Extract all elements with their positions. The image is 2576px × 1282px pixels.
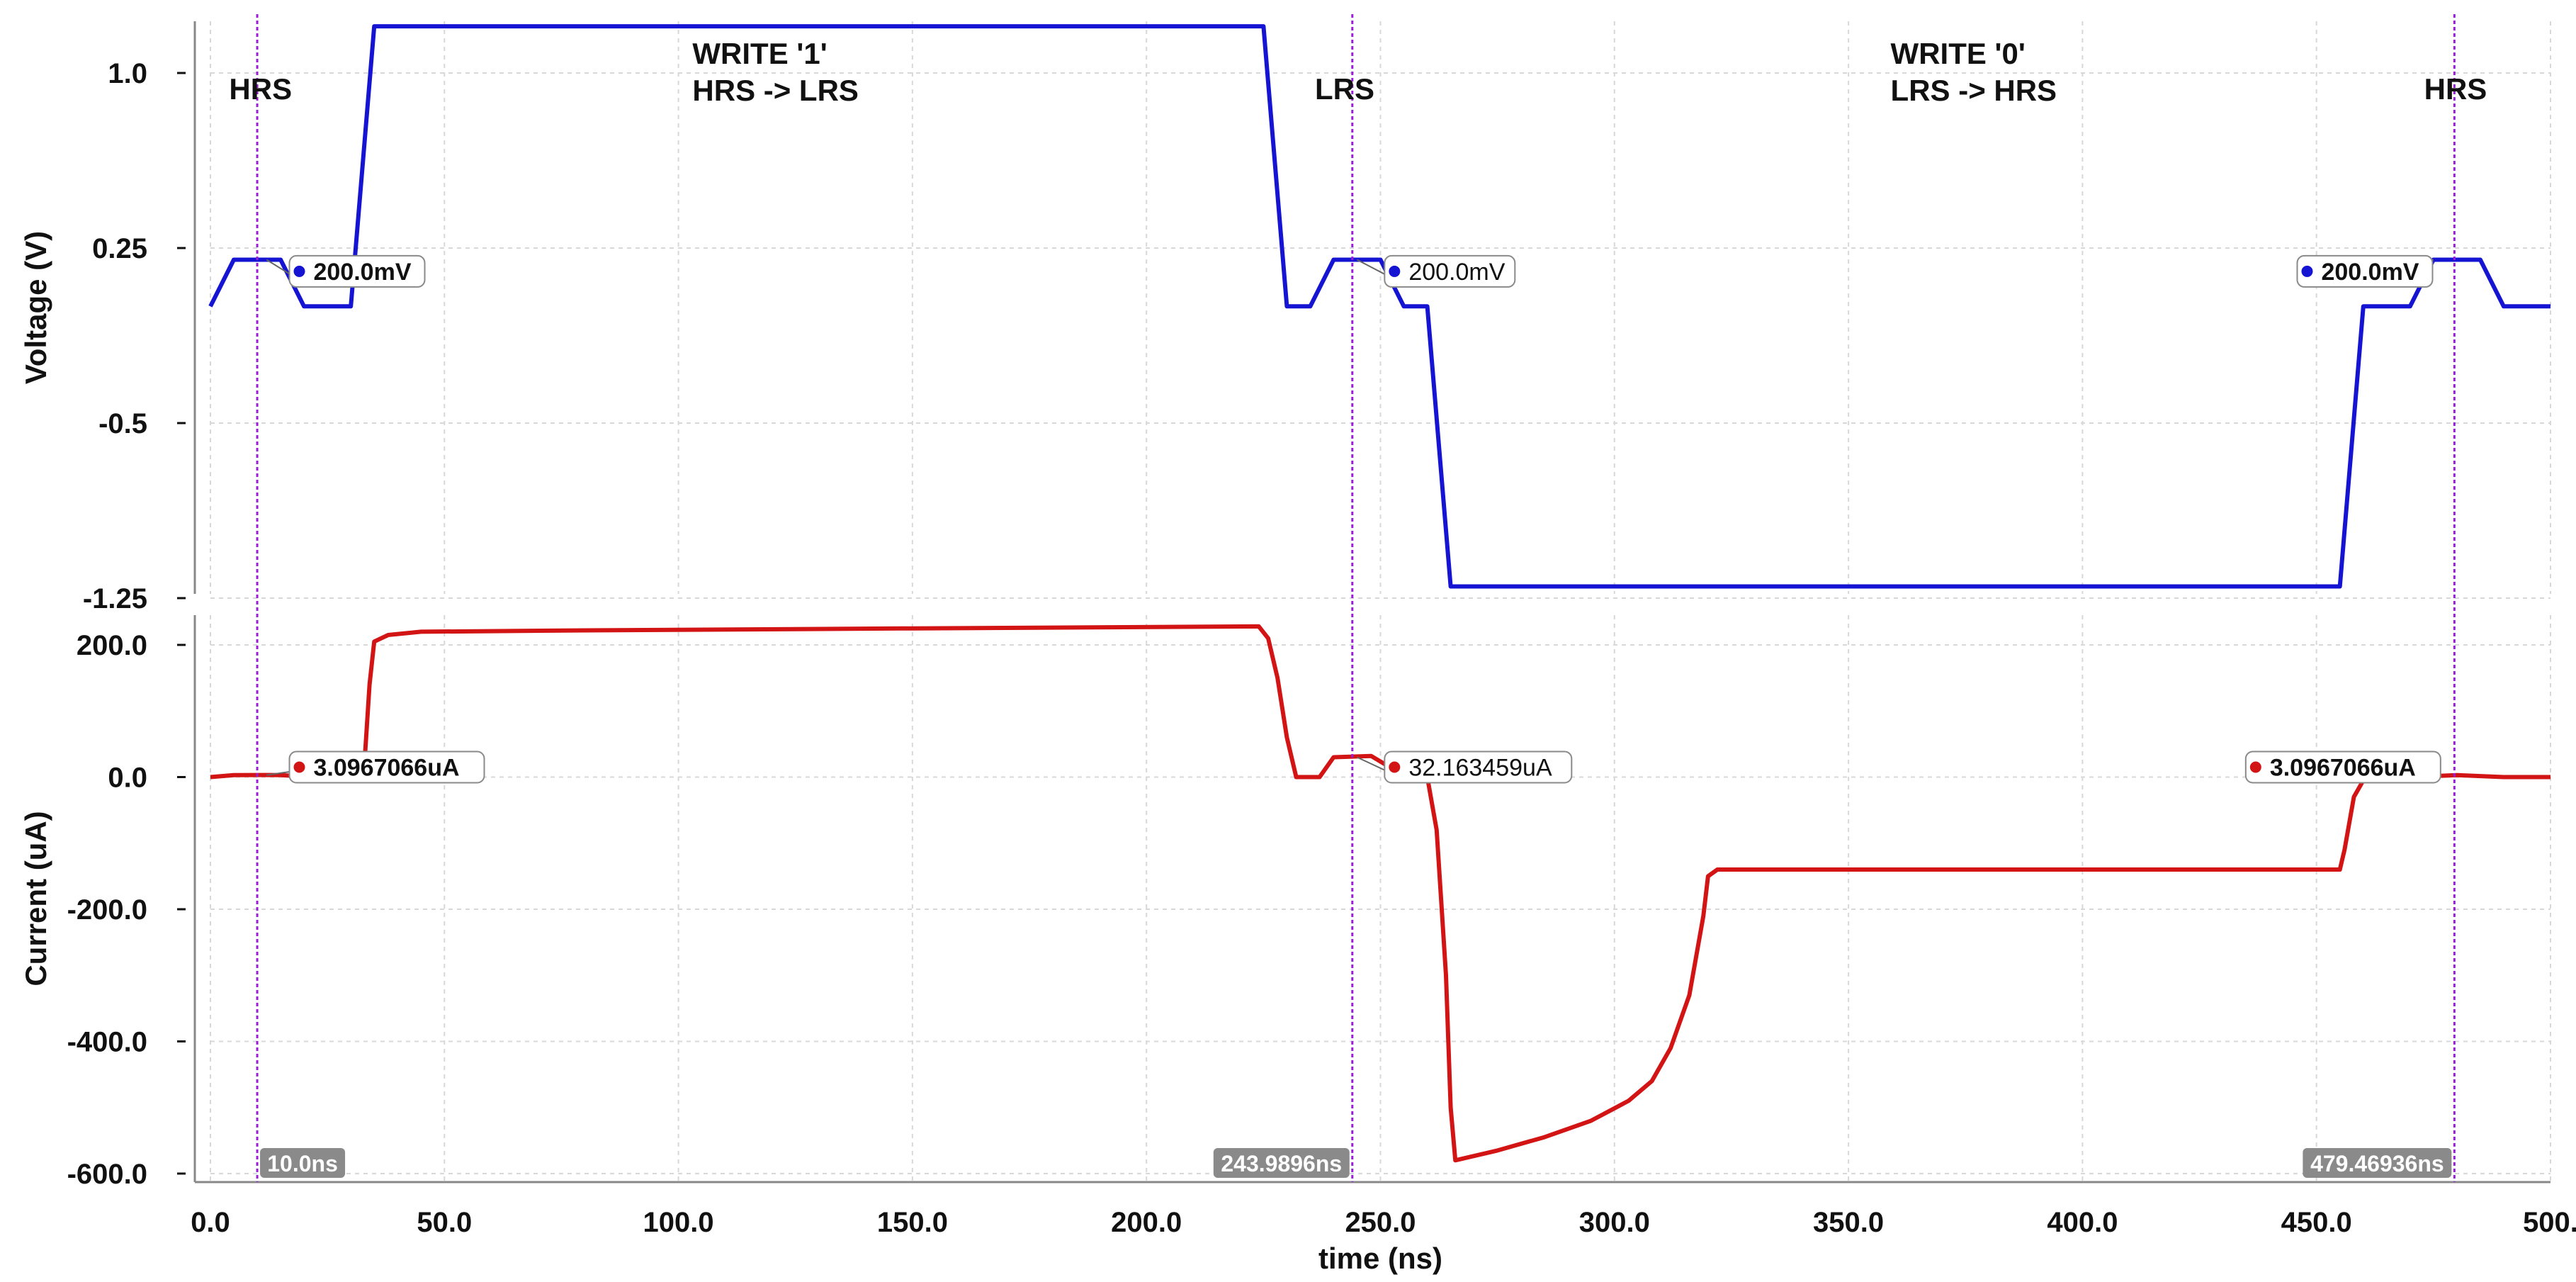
x-tick-label: 450.0 (2281, 1207, 2352, 1238)
state-annotation: WRITE '1' HRS -> LRS (692, 37, 859, 107)
marker-label: 200.0mV (1408, 259, 1505, 286)
marker-dot (1389, 761, 1401, 773)
x-tick-label: 500. (2523, 1207, 2576, 1238)
marker-box (2296, 254, 2434, 288)
value-marker: 200.0mV (2296, 254, 2434, 288)
annotation-line: HRS (229, 72, 292, 106)
marker-box (1384, 254, 1516, 288)
marker-box (288, 750, 485, 784)
value-marker: 3.0967066uA (2244, 750, 2441, 784)
marker-dot (293, 761, 305, 773)
x-tick-label: 200.0 (1111, 1207, 1182, 1238)
annotation-line: LRS -> HRS (1891, 74, 2057, 107)
value-marker: 200.0mV (1384, 254, 1516, 288)
marker-box (288, 254, 426, 288)
annotation-line: WRITE '1' (692, 37, 827, 70)
grid (210, 21, 2551, 1182)
annotation-line: HRS -> LRS (692, 74, 859, 107)
marker-label: 32.163459uA (1408, 755, 1552, 782)
y-tick-label: 200.0 (77, 630, 147, 661)
x-tick-label: 100.0 (643, 1207, 714, 1238)
cursor-label: 10.0ns (267, 1151, 338, 1176)
cursor-label-box (2303, 1148, 2452, 1178)
axes: 0.0 50.0 100.0 150.0 200.0 250.0 300.0 350.0 400… (19, 21, 2576, 1238)
marker-box (2244, 750, 2441, 784)
cursor-label-box (260, 1148, 346, 1178)
marker-dot (2301, 265, 2313, 277)
marker-leader (1357, 756, 1388, 772)
marker-label: 200.0mV (314, 259, 412, 286)
current-trace (210, 624, 2550, 1163)
y-tick-label: -200.0 (67, 894, 147, 926)
value-marker: 3.0967066uA (288, 750, 485, 784)
state-annotation: HRS (229, 72, 292, 106)
x-tick-label: 50.0 (417, 1207, 472, 1238)
y-axis-title: Current (uA) (19, 811, 52, 986)
state-annotation: WRITE '0' LRS -> HRS (1891, 37, 2057, 107)
marker-label: 200.0mV (2321, 259, 2419, 286)
y-tick-label: -1.25 (83, 583, 147, 614)
marker-leader (1357, 259, 1388, 276)
annotation-line: LRS (1315, 72, 1374, 106)
annotations: HRS WRITE '1' HRS -> LRS LRS WRITE '0' LRS ->… (229, 37, 2487, 107)
marker-dot (293, 265, 305, 277)
x-tick-label: 150.0 (877, 1207, 948, 1238)
annotation-line: WRITE '0' (1891, 37, 2026, 70)
x-axis-title: time (ns) (1318, 1242, 1442, 1275)
marker-leader (266, 770, 293, 776)
value-marker: 200.0mV (288, 254, 426, 288)
y-tick-label: -400.0 (67, 1027, 147, 1058)
value-marker: 32.163459uA (1384, 750, 1573, 784)
annotation-line: HRS (2424, 72, 2487, 106)
y-tick-label: 1.0 (108, 58, 147, 89)
x-tick-label: 0.0 (191, 1207, 230, 1238)
x-tick-label: 400.0 (2047, 1207, 2118, 1238)
marker-box (1384, 750, 1573, 784)
cursor-label: 479.46936ns (2310, 1151, 2444, 1176)
marker-label: 3.0967066uA (2270, 755, 2416, 782)
marker-dot (1389, 265, 1401, 277)
x-tick-label: 350.0 (1813, 1207, 1884, 1238)
marker-label: 3.0967066uA (314, 755, 460, 782)
y-tick-label: -0.5 (98, 408, 147, 439)
markers: 200.0mV 200.0mV 200.0mV 3.0967066uA 32.16345… (266, 254, 2441, 784)
cursor-label-box (1213, 1148, 1350, 1178)
y-tick-label: -600.0 (67, 1159, 147, 1190)
x-tick-label: 250.0 (1345, 1207, 1416, 1238)
marker-dot (2249, 761, 2261, 773)
state-annotation: HRS (2424, 72, 2487, 106)
y-tick-label: 0.25 (92, 233, 147, 264)
y-tick-label: 0.0 (108, 763, 147, 794)
x-tick-label: 300.0 (1579, 1207, 1650, 1238)
state-annotation: LRS (1315, 72, 1374, 106)
marker-leader (266, 259, 293, 276)
y-axis-title: Voltage (V) (19, 231, 52, 384)
cursor-label: 243.9896ns (1221, 1151, 1342, 1176)
cursors: 10.0ns 243.9896ns 479.46936ns (256, 14, 2456, 1182)
